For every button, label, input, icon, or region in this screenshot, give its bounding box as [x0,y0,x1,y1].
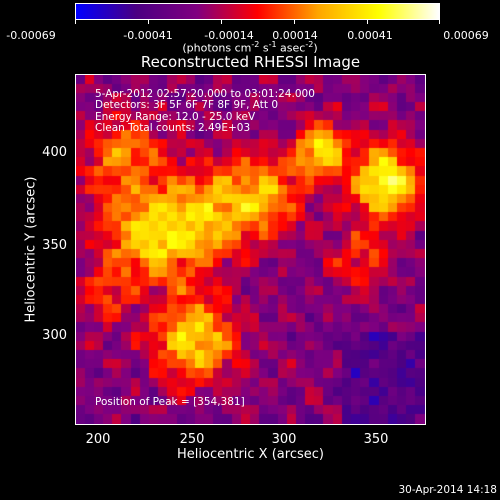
colorbar-units: (photons cm-2 s-1 asec-2) [182,40,318,55]
annotation-peak-position: Position of Peak = [354,381] [95,396,245,408]
colorbar-tick-label: 0.00014 [272,29,318,42]
annotation-time-range: 5-Apr-2012 02:57:20.000 to 03:01:24.000 [95,88,315,100]
y-tick-label: 400 [42,145,67,160]
y-tick-label: 350 [42,238,67,253]
footer-timestamp: 30-Apr-2014 14:18 [398,484,497,496]
y-axis-label: Heliocentric Y (arcsec) [23,176,39,323]
colorbar-tick-label: 0.00041 [347,29,393,42]
x-tick-label: 200 [85,432,111,447]
colorbar-tick-label: -0.00069 [6,29,56,42]
y-tick-label: 300 [42,328,67,343]
x-tick-label: 350 [363,432,389,447]
x-tick-label: 300 [271,432,297,447]
colorbar [75,3,440,20]
heatmap-image [76,75,425,424]
plot-title: Reconstructed RHESSI Image [140,53,361,71]
x-tick-label: 250 [179,432,205,447]
colorbar-tick-label: 0.00069 [443,29,489,42]
plot-area: 5-Apr-2012 02:57:20.000 to 03:01:24.000 … [75,74,426,425]
annotation-detectors: Detectors: 3F 5F 6F 7F 8F 9F, Att 0 [95,99,279,111]
annotation-energy-range: Energy Range: 12.0 - 25.0 keV [95,111,256,123]
colorbar-tick-label: -0.00014 [204,29,254,42]
colorbar-tick-label: -0.00041 [123,29,173,42]
annotation-total-counts: Clean Total counts: 2.49E+03 [95,122,251,134]
x-axis-label: Heliocentric X (arcsec) [177,447,324,462]
